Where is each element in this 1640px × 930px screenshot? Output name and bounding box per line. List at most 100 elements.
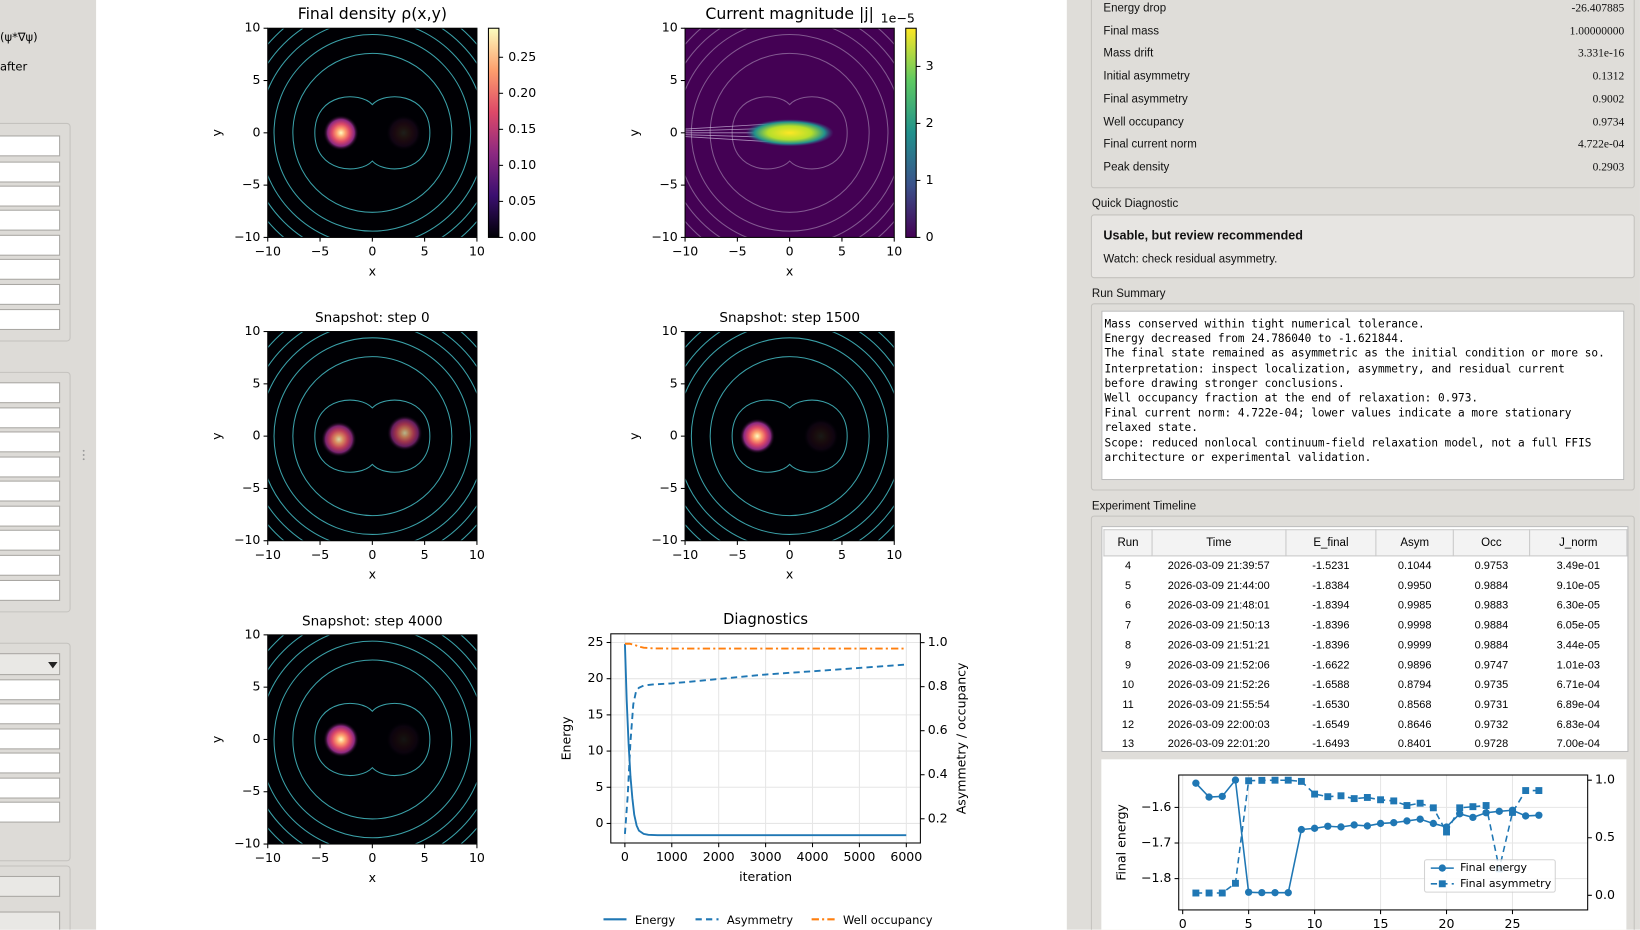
point bbox=[1522, 812, 1530, 820]
table-cell: 1.01e-03 bbox=[1556, 658, 1600, 672]
density-blob bbox=[323, 721, 359, 758]
x-tick-label: 0 bbox=[1179, 916, 1187, 930]
table-cell: 9 bbox=[1124, 658, 1132, 672]
point bbox=[1350, 795, 1358, 803]
table-row: 8 2026-03-09 21:51:21 -1.8396 0.9999 0.9884 3… bbox=[1104, 635, 1627, 655]
table-cell: 0.9753 bbox=[1474, 560, 1509, 573]
point bbox=[1403, 802, 1411, 809]
contour bbox=[273, 640, 472, 839]
y-tick-label: −1.6 bbox=[1141, 799, 1171, 814]
x-tick-label: 10 bbox=[886, 547, 902, 562]
y-tick-label: −10 bbox=[234, 229, 260, 244]
plot-area bbox=[685, 331, 895, 541]
text-input bbox=[0, 283, 61, 305]
timeline-group bbox=[1090, 515, 1635, 930]
summary-line: Final current norm: 4.722e-04; lower val… bbox=[1104, 407, 1572, 420]
point bbox=[1271, 776, 1279, 784]
y-tick-label: 5 bbox=[595, 779, 603, 794]
y-tick-label: −10 bbox=[234, 836, 260, 851]
x-tick-label: 5 bbox=[421, 244, 429, 259]
result-value: 0.9002 bbox=[1592, 92, 1625, 106]
y-axis-label: y bbox=[626, 129, 641, 137]
table-cell: 6.30e-05 bbox=[1556, 599, 1600, 613]
point bbox=[1469, 803, 1477, 811]
plot-area bbox=[267, 634, 477, 845]
timeline-table-frame: Run Time E_final Asym Occ J_norm 4 2026-03-09 2… bbox=[1101, 526, 1629, 753]
table-cell: 0.9731 bbox=[1474, 698, 1509, 711]
group-box bbox=[0, 122, 71, 342]
contour bbox=[314, 96, 431, 170]
legend-label: Final asymmetry bbox=[1460, 877, 1552, 890]
heatmap-plot: −10 −5 0 5 10 −10 −5 0 5 10 Snapshot: step 4000 x y bbox=[209, 613, 485, 885]
series-line bbox=[1195, 779, 1539, 894]
x-tick-label: −5 bbox=[728, 547, 747, 562]
text-input bbox=[0, 703, 61, 725]
column-header: Time bbox=[1151, 529, 1286, 557]
x-tick-label: 5 bbox=[421, 547, 429, 562]
column-header: Asym bbox=[1375, 529, 1454, 557]
table-cell: 2026-03-09 21:52:26 bbox=[1167, 678, 1270, 692]
y-tick-label: 5 bbox=[670, 72, 678, 87]
splitter-dot bbox=[82, 454, 85, 456]
colorbar-tick-label: 0.10 bbox=[508, 157, 536, 172]
summary-text: Mass conserved within tight numerical to… bbox=[1101, 310, 1625, 481]
table-cell: 0.9728 bbox=[1474, 737, 1509, 751]
y-tick-label: −10 bbox=[234, 532, 260, 547]
text-input bbox=[0, 505, 61, 527]
x-tick-label: 5 bbox=[1245, 916, 1253, 930]
text-input bbox=[0, 161, 61, 183]
timeline-table: Run Time E_final Asym Occ J_norm 4 2026-03-09 2… bbox=[1103, 529, 1628, 751]
text-input bbox=[0, 382, 61, 404]
current-band bbox=[745, 119, 834, 147]
point bbox=[1284, 776, 1292, 784]
y-tick-label: 10 bbox=[244, 626, 260, 641]
x-tick-label: −5 bbox=[311, 547, 329, 562]
x-tick-label: −10 bbox=[255, 547, 281, 562]
density-blob bbox=[385, 115, 422, 151]
point bbox=[1218, 792, 1226, 801]
point bbox=[1218, 889, 1226, 897]
group-title: Quick Diagnostic bbox=[1091, 197, 1179, 211]
contour bbox=[292, 52, 453, 213]
point bbox=[1245, 777, 1253, 785]
table-cell: 2026-03-09 22:00:03 bbox=[1167, 718, 1270, 731]
y-tick-label: 15 bbox=[588, 706, 604, 721]
summary-line: Well occupancy fraction at the end of re… bbox=[1104, 392, 1479, 405]
y2-tick-label: 0.4 bbox=[928, 766, 948, 781]
table-cell: -1.8384 bbox=[1312, 579, 1350, 593]
header-row: Run Time E_final Asym Occ J_norm bbox=[1103, 529, 1628, 557]
table-cell: 2026-03-09 21:51:21 bbox=[1167, 639, 1270, 652]
result-value: 3.331e-16 bbox=[1577, 47, 1625, 61]
y-tick-label: 25 bbox=[588, 634, 604, 649]
figure-background bbox=[96, 0, 1067, 930]
text-input bbox=[0, 801, 61, 823]
heatmap-plot: −10 −5 0 5 10 −10 −5 0 5 10 Snapshot: step 1500 x y bbox=[626, 310, 902, 582]
x-tick-label: −10 bbox=[672, 547, 698, 562]
x-tick-label: 10 bbox=[469, 244, 485, 259]
table-cell: 0.8794 bbox=[1397, 678, 1432, 692]
y-axis-label: y bbox=[626, 432, 641, 440]
y-tick-label: −5 bbox=[659, 177, 678, 192]
table-cell: 6.71e-04 bbox=[1556, 678, 1600, 692]
legend-label: Asymmetry bbox=[727, 913, 793, 927]
point bbox=[1258, 776, 1266, 784]
summary-line: relaxed state. bbox=[1104, 421, 1198, 435]
density-blob bbox=[323, 115, 359, 151]
point bbox=[1311, 790, 1319, 798]
table-cell: 0.9950 bbox=[1397, 579, 1432, 593]
table-cell: 0.9884 bbox=[1474, 619, 1509, 632]
table-cell: -1.5231 bbox=[1312, 560, 1350, 573]
y-axis-label: y bbox=[209, 432, 224, 440]
y-axis-label: Final energy bbox=[1114, 804, 1129, 881]
table-cell: 7 bbox=[1124, 619, 1132, 632]
plot-title: Snapshot: step 0 bbox=[315, 310, 430, 326]
y-tick-label: 0 bbox=[670, 124, 678, 139]
table-cell: 13 bbox=[1121, 737, 1135, 751]
series-line bbox=[623, 663, 907, 834]
legend-marker bbox=[1438, 864, 1446, 872]
point bbox=[1522, 787, 1530, 795]
density-blob bbox=[385, 721, 422, 758]
plot-title: Snapshot: step 4000 bbox=[302, 613, 443, 629]
table-cell: -1.6493 bbox=[1312, 737, 1350, 751]
